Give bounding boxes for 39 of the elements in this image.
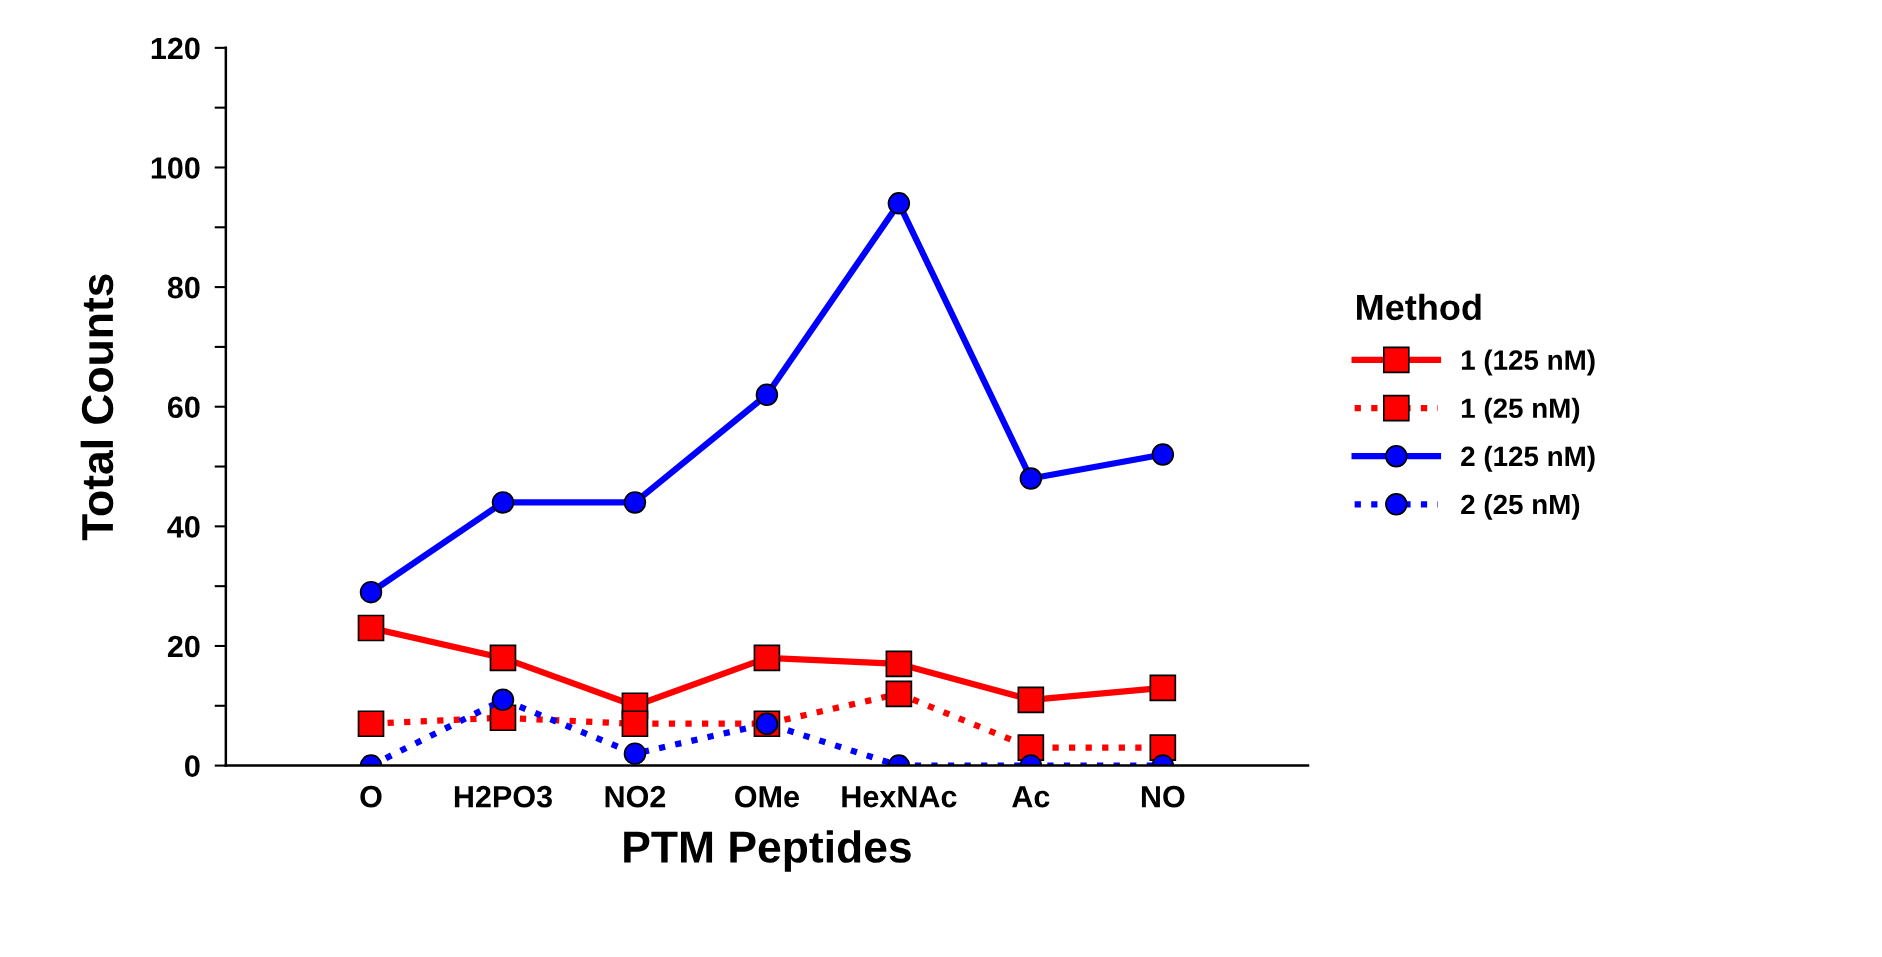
legend-label: 1 (25 nM) [1461,397,1580,424]
x-axis-title: PTM Peptides [624,830,911,872]
legend-label: 1 (125 nM) [1461,349,1595,376]
point [623,491,647,514]
point [621,710,649,738]
x-tick-label: HexNAc [842,786,957,808]
point [489,644,517,672]
legend-title: Method [1357,293,1481,321]
y-tick-label: 40 [167,516,200,538]
point [491,688,515,712]
y-tick-label: 120 [151,37,200,60]
y-tick-label: 80 [167,276,200,299]
point [755,383,779,407]
x-tick-label: OMe [735,785,799,808]
y-tick-label: 20 [167,635,200,658]
point [1019,467,1043,490]
point [491,491,515,514]
x-tick-label: NO [1141,785,1185,808]
point [1151,443,1175,466]
y-tick-label: 100 [151,157,200,179]
point [1149,674,1177,702]
legend-label: 2 (25 nM) [1461,493,1580,520]
x-tick-label: NO2 [605,785,666,808]
point [623,742,647,765]
point [887,192,911,215]
x-tick-label: Ac [1012,786,1050,808]
legend-label: 2 (125 nM) [1461,445,1595,472]
point [753,644,781,672]
y-tick-label: 60 [167,396,200,419]
point [359,580,383,604]
y-tick-label: 0 [185,755,200,777]
point [357,614,385,642]
y-axis-title: Total Counts [80,274,114,541]
point [357,710,385,738]
x-tick-label: O [360,785,382,808]
x-tick-label: H2PO3 [454,785,552,808]
point [885,680,913,708]
point [1017,686,1045,714]
point [885,650,913,678]
